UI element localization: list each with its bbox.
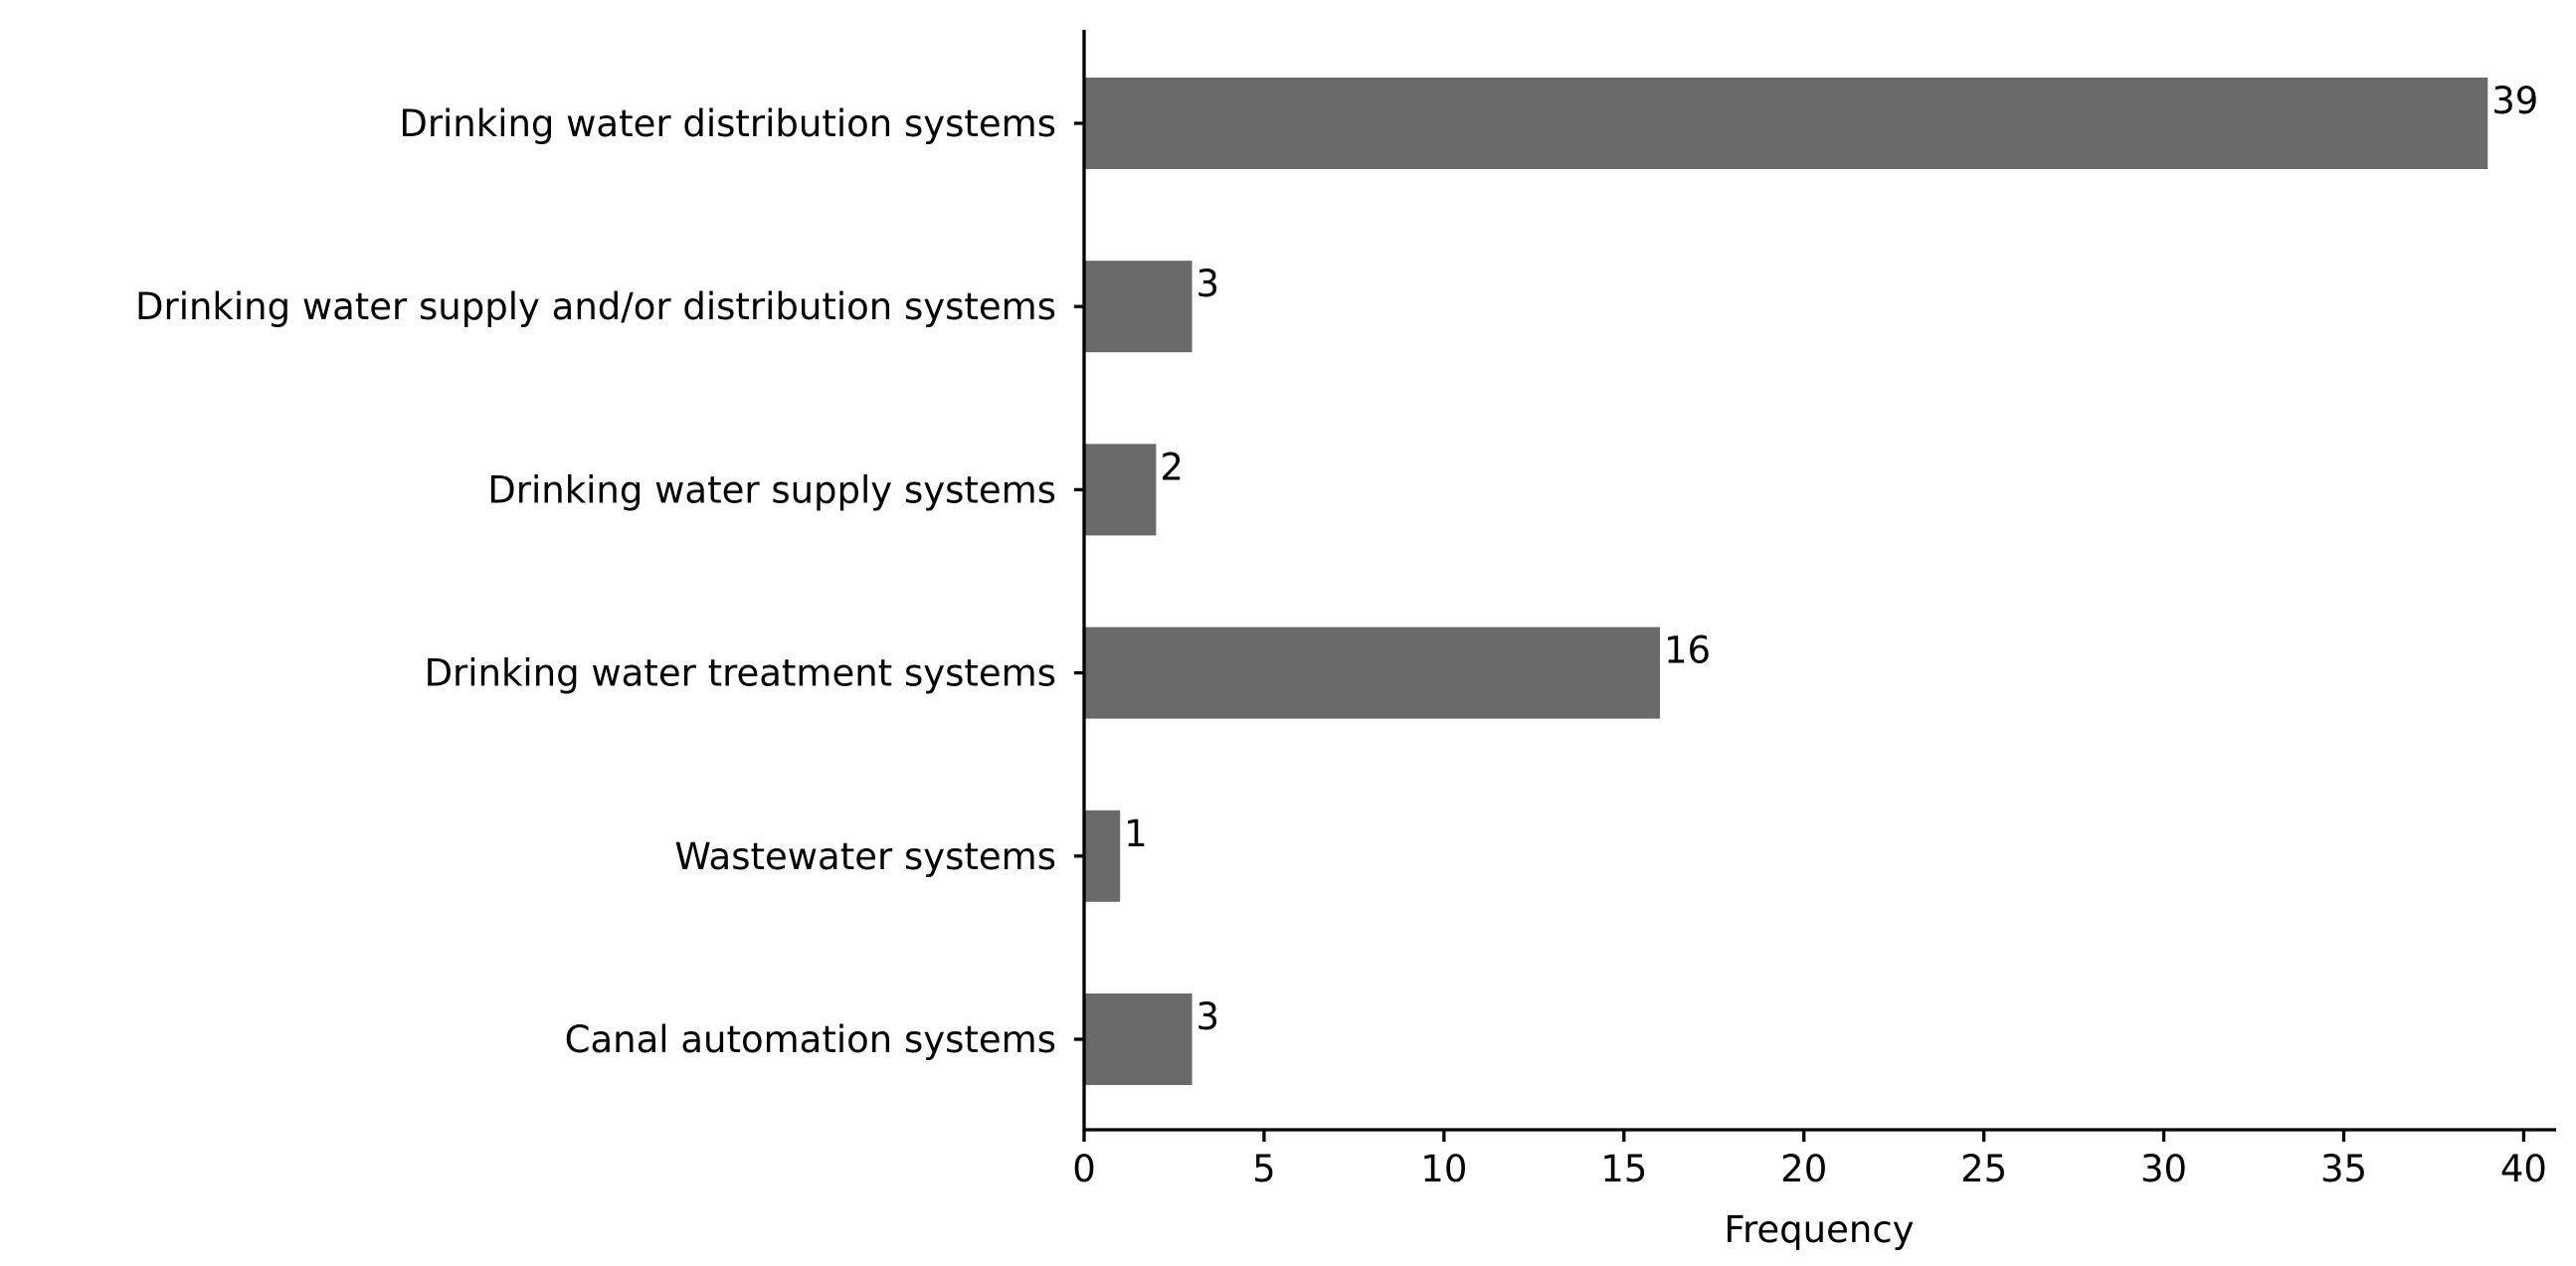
bar bbox=[1084, 444, 1157, 536]
bar bbox=[1084, 261, 1193, 353]
x-tick-label: 0 bbox=[1072, 1148, 1096, 1190]
bar bbox=[1084, 994, 1193, 1085]
data-label: 3 bbox=[1196, 263, 1220, 305]
y-tick-label: Canal automation systems bbox=[565, 1018, 1056, 1061]
data-label: 3 bbox=[1196, 995, 1220, 1038]
data-label: 16 bbox=[1664, 630, 1711, 672]
y-tick-label: Drinking water distribution systems bbox=[399, 102, 1056, 145]
bars-layer bbox=[1084, 78, 2488, 1085]
x-tick-label: 35 bbox=[2320, 1148, 2367, 1190]
x-tick-label: 30 bbox=[2140, 1148, 2187, 1190]
x-tick-label: 40 bbox=[2500, 1148, 2547, 1190]
x-tick-label: 25 bbox=[1960, 1148, 2007, 1190]
bar bbox=[1084, 810, 1121, 902]
bar bbox=[1084, 627, 1660, 719]
x-tick-label: 20 bbox=[1780, 1148, 1827, 1190]
x-axis-title: Frequency bbox=[1724, 1208, 1914, 1251]
x-tick-label: 15 bbox=[1600, 1148, 1647, 1190]
data-label: 2 bbox=[1160, 446, 1184, 488]
data-labels-layer: 39 3 2 16 1 3 bbox=[1124, 80, 2538, 1038]
y-axis: Drinking water distribution systems Drink… bbox=[135, 30, 1086, 1130]
y-tick-label: Wastewater systems bbox=[674, 835, 1056, 878]
y-tick-label: Drinking water supply systems bbox=[487, 468, 1056, 511]
x-axis: 0 5 10 15 20 25 30 35 40 bbox=[1072, 1128, 2556, 1190]
bar bbox=[1084, 78, 2488, 169]
y-tick-label: Drinking water supply and/or distributio… bbox=[135, 285, 1056, 328]
x-tick-label: 5 bbox=[1252, 1148, 1276, 1190]
x-tick-label: 10 bbox=[1420, 1148, 1467, 1190]
y-tick-label: Drinking water treatment systems bbox=[425, 652, 1056, 695]
data-label: 1 bbox=[1124, 813, 1148, 855]
data-label: 39 bbox=[2491, 80, 2538, 122]
